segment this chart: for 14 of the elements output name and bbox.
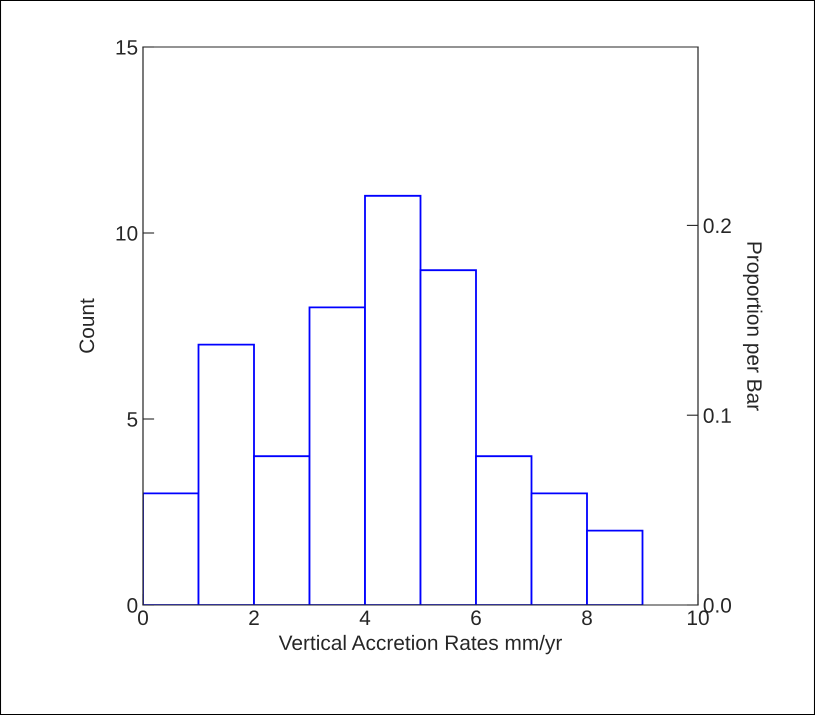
x-tick-label: 2 xyxy=(249,610,259,625)
y-tick-label: 0 xyxy=(127,598,138,613)
x-tick-label: 4 xyxy=(360,610,370,625)
y2-axis-title: Proportion per Bar xyxy=(742,242,762,411)
y2-tick-label: 0.2 xyxy=(704,218,731,234)
y-tick-label: 5 xyxy=(127,412,138,427)
y-tick-label: 15 xyxy=(116,40,138,55)
x-tick-label: 6 xyxy=(471,610,481,626)
x-axis-title: Vertical Accretion Rates mm/yr xyxy=(278,634,562,654)
x-tick-label: 8 xyxy=(582,610,592,626)
y2-tick-label: 0.1 xyxy=(704,408,731,423)
y-axis-title: Count xyxy=(79,298,94,353)
x-tick-label: 0 xyxy=(138,610,148,626)
y-tick-label: 10 xyxy=(116,226,138,241)
